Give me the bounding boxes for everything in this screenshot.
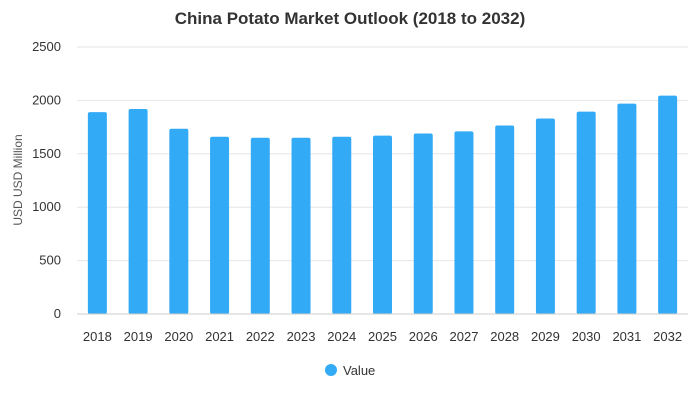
x-tick-label: 2022 (246, 329, 275, 344)
x-tick-label: 2030 (572, 329, 601, 344)
bar-2026[interactable] (413, 133, 433, 314)
x-tick-label: 2027 (450, 329, 479, 344)
x-axis-ticks: 2018 2019 2020 2021 2022 2023 2024 2025 2026 2027… (83, 329, 682, 344)
bar-2024[interactable] (332, 136, 352, 314)
x-tick-label: 2019 (124, 329, 153, 344)
y-axis-ticks: 0 500 1000 1500 2000 2500 (32, 39, 61, 321)
x-tick-label: 2029 (531, 329, 560, 344)
x-tick-label: 2024 (327, 329, 356, 344)
legend[interactable]: Value (325, 363, 375, 378)
x-tick-label: 2023 (287, 329, 316, 344)
bar-2032[interactable] (658, 95, 678, 315)
x-tick-label: 2026 (409, 329, 438, 344)
y-axis-label: USD USD Million (11, 134, 25, 225)
bar-2022[interactable] (250, 137, 270, 314)
bar-2025[interactable] (373, 135, 392, 314)
x-tick-label: 2018 (83, 329, 112, 344)
bar-2030[interactable] (576, 111, 596, 314)
bar-2023[interactable] (291, 137, 311, 314)
x-tick-label: 2025 (368, 329, 397, 344)
x-tick-label: 2028 (490, 329, 519, 344)
bar-2027[interactable] (454, 131, 474, 314)
bar-2019[interactable] (128, 108, 148, 314)
y-tick-label: 1000 (32, 199, 61, 214)
y-tick-label: 2000 (32, 92, 61, 107)
bar-2020[interactable] (169, 128, 189, 314)
x-tick-label: 2031 (612, 329, 641, 344)
bars (87, 95, 678, 315)
bar-2029[interactable] (535, 118, 555, 314)
bar-2021[interactable] (210, 136, 230, 314)
x-tick-label: 2032 (653, 329, 682, 344)
y-tick-label: 2500 (32, 39, 61, 54)
x-tick-label: 2020 (164, 329, 193, 344)
bar-2031[interactable] (617, 103, 637, 314)
y-tick-label: 1500 (32, 146, 61, 161)
bar-2018[interactable] (87, 112, 107, 314)
bar-2028[interactable] (495, 125, 515, 314)
chart-title: China Potato Market Outlook (2018 to 203… (175, 9, 525, 28)
legend-swatch (325, 364, 337, 376)
y-tick-label: 500 (39, 253, 61, 268)
x-tick-label: 2021 (205, 329, 234, 344)
y-tick-label: 0 (54, 306, 61, 321)
legend-label: Value (343, 363, 375, 378)
